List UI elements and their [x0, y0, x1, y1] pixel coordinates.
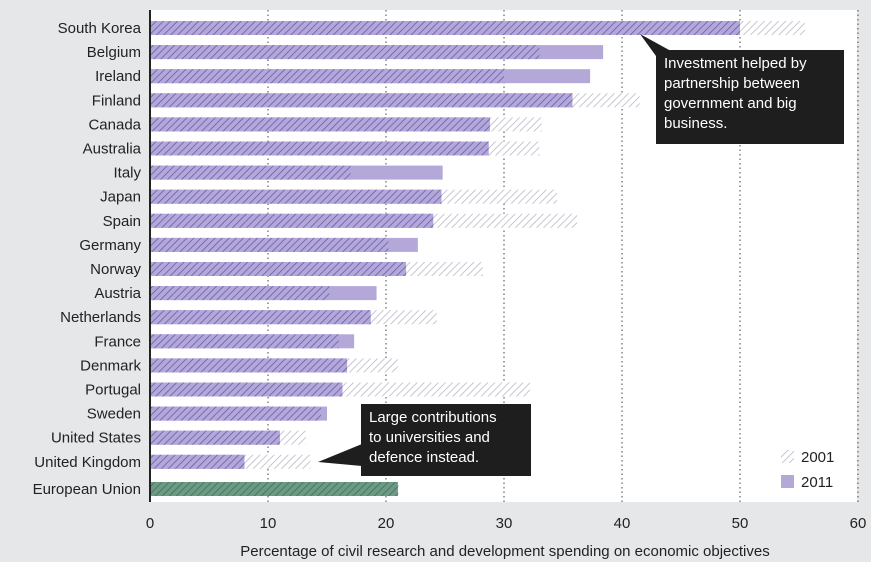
callout-text-south-korea-3: business. — [664, 115, 727, 132]
bar-overlap-austria — [150, 286, 330, 301]
bar-overlap-italy — [150, 165, 351, 180]
category-label-finland: Finland — [92, 92, 141, 109]
category-label-germany: Germany — [79, 237, 141, 254]
category-label-european-union: European Union — [33, 481, 141, 498]
x-tick-label-40: 40 — [614, 515, 631, 532]
category-label-denmark: Denmark — [80, 357, 141, 374]
bar-overlap-netherlands — [150, 310, 371, 325]
category-label-france: France — [94, 333, 141, 350]
bar-overlap-ireland — [150, 69, 504, 84]
category-label-portugal: Portugal — [85, 382, 141, 399]
bar-overlap-germany — [150, 237, 389, 252]
category-label-united-kingdom: United Kingdom — [34, 454, 141, 471]
category-label-norway: Norway — [90, 261, 141, 278]
legend-swatch-2001 — [781, 450, 794, 463]
category-label-canada: Canada — [88, 116, 141, 133]
category-label-australia: Australia — [83, 141, 142, 158]
category-label-austria: Austria — [94, 285, 141, 302]
x-axis-title: Percentage of civil research and develop… — [240, 543, 769, 560]
x-tick-label-50: 50 — [732, 515, 749, 532]
bar-overlap-spain — [150, 213, 434, 228]
annotations: Investment helped by partnership between g… — [318, 34, 844, 476]
legend-label-2001: 2001 — [801, 449, 834, 466]
legend: 2001 2011 — [781, 449, 834, 491]
bar-overlap-france — [150, 334, 339, 349]
x-tick-label-0: 0 — [146, 515, 154, 532]
callout-text-united-kingdom-1: to universities and — [369, 429, 490, 446]
category-label-spain: Spain — [103, 213, 141, 230]
category-label-belgium: Belgium — [87, 44, 141, 61]
legend-swatch-2011 — [781, 475, 794, 488]
callout-pointer-united-kingdom — [318, 444, 362, 466]
bar-overlap-united-states — [150, 430, 280, 445]
category-label-italy: Italy — [113, 165, 141, 182]
category-label-south-korea: South Korea — [58, 20, 142, 37]
category-label-united-states: United States — [51, 430, 141, 447]
category-label-netherlands: Netherlands — [60, 309, 141, 326]
category-label-ireland: Ireland — [95, 68, 141, 85]
category-label-sweden: Sweden — [87, 406, 141, 423]
callout-text-south-korea-0: Investment helped by — [664, 55, 807, 72]
bar-overlap-south-korea — [150, 21, 740, 35]
callout-text-south-korea-1: partnership between — [664, 75, 800, 92]
x-tick-label-60: 60 — [850, 515, 867, 532]
callout-text-south-korea-2: government and big — [664, 95, 797, 112]
category-label-japan: Japan — [100, 189, 141, 206]
bar-overlap-canada — [150, 117, 490, 132]
x-tick-label-30: 30 — [496, 515, 513, 532]
callout-box-united-kingdom — [361, 404, 531, 476]
bar-overlap-portugal — [150, 382, 343, 397]
category-labels: South Korea Belgium Ireland Finland Canada Au… — [33, 20, 142, 498]
callout-text-united-kingdom-2: defence instead. — [369, 449, 479, 466]
x-tick-label-10: 10 — [260, 515, 277, 532]
x-axis: 0 10 20 30 40 50 60 Percentage of civil researc… — [146, 10, 867, 560]
bar-overlap-japan — [150, 189, 442, 204]
bar-overlap-denmark — [150, 358, 348, 373]
bars — [150, 21, 805, 496]
legend-label-2011: 2011 — [801, 474, 833, 491]
bar-overlap-finland — [150, 93, 573, 108]
bar-overlap-united-kingdom — [150, 454, 245, 469]
bar-overlap-belgium — [150, 45, 540, 60]
bar-overlap-australia — [150, 141, 489, 156]
bar-overlap-sweden — [150, 406, 322, 421]
x-tick-label-20: 20 — [378, 515, 395, 532]
callout-box-south-korea — [656, 50, 844, 144]
callout-text-united-kingdom-0: Large contributions — [369, 409, 497, 426]
bar-overlap-norway — [150, 262, 407, 276]
bar-overlap-european-union — [150, 482, 398, 496]
